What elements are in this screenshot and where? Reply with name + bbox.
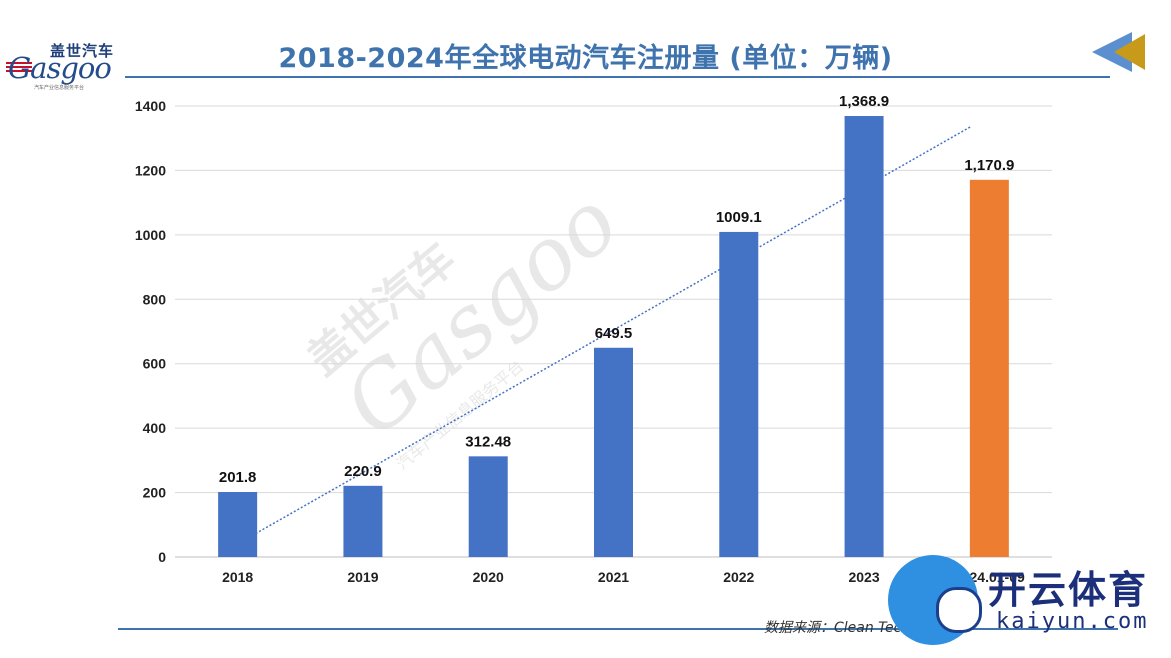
kaiyun-en-text: kaiyun.com [996, 609, 1149, 634]
bar [218, 491, 258, 557]
data-label: 312.48 [465, 433, 511, 450]
kaiyun-cn-text: 开云体育 [988, 568, 1149, 612]
x-tick-label: 2022 [723, 569, 754, 585]
data-labels: 201.8 220.9 312.48 649.5 1009.1 1,368.9 1,170.… [219, 93, 1015, 486]
logo-en-text: Gasgoo [8, 51, 112, 85]
y-tick-label: 200 [143, 485, 167, 501]
logo-tagline: 汽车产业信息服务平台 [34, 85, 85, 91]
y-tick-label: 1200 [135, 162, 166, 178]
x-tick-label: 2020 [473, 569, 504, 585]
data-label: 201.8 [219, 469, 257, 486]
footer-divider [118, 628, 1118, 630]
bars [218, 116, 1009, 558]
soccer-ball-icon [936, 587, 982, 633]
back-arrow-icon[interactable] [1092, 30, 1147, 74]
logo-stripes [6, 62, 32, 76]
kaiyun-watermark: 开云体育 kaiyun.com [888, 555, 1168, 655]
trendline [255, 125, 972, 535]
y-tick-label: 600 [143, 356, 167, 372]
trendline-path [255, 125, 972, 535]
x-tick-label: 2023 [848, 569, 879, 585]
logo-cn-text: 盖世汽车 [50, 42, 115, 60]
bar [969, 179, 1009, 558]
gasgoo-logo: 盖世汽车 Gasgoo 汽车产业信息服务平台 [6, 40, 130, 92]
y-tick-label: 800 [143, 291, 167, 307]
data-label: 1009.1 [716, 209, 762, 226]
y-tick-label: 1400 [135, 98, 166, 114]
y-tick-label: 0 [158, 549, 166, 565]
y-tick-label: 400 [143, 420, 167, 436]
y-tick-label: 1000 [135, 227, 166, 243]
data-label: 220.9 [344, 463, 382, 480]
x-axis-ticks: 2018 2019 2020 2021 2022 2023 2024.01-09 [222, 569, 1025, 585]
x-tick-label: 2021 [598, 569, 629, 585]
page-title: 2018-2024年全球电动汽车注册量 (单位：万辆) [278, 43, 893, 74]
x-tick-label: 2018 [222, 569, 253, 585]
data-label: 649.5 [595, 325, 633, 342]
bar [719, 231, 759, 557]
x-tick-label: 2019 [347, 569, 378, 585]
bar [844, 116, 884, 557]
data-label: 1,170.9 [964, 157, 1014, 174]
y-axis-ticks: 0 200 400 600 800 1000 1200 1400 [135, 98, 166, 565]
title-divider [125, 76, 1110, 78]
bar [343, 485, 383, 557]
bar [468, 456, 508, 557]
data-label: 1,368.9 [839, 93, 889, 110]
bar [594, 347, 633, 557]
